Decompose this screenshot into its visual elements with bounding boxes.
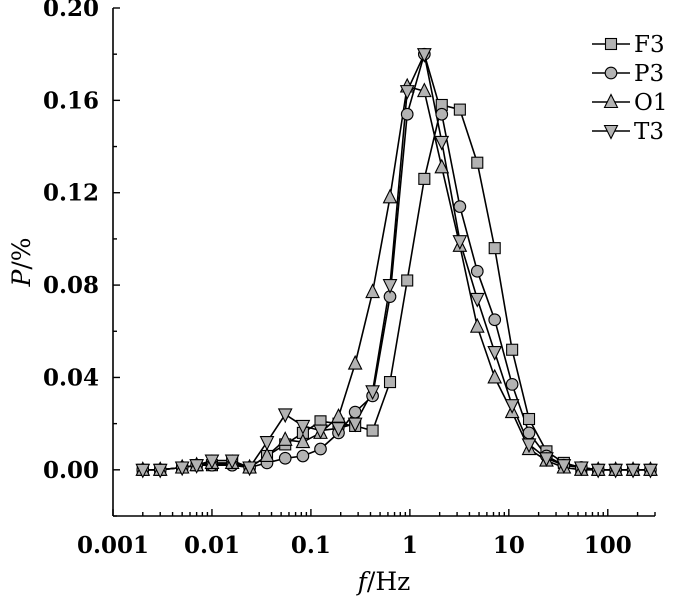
legend-marker-o1 [603, 93, 619, 109]
legend-label-p3: P3 [634, 61, 664, 87]
axes [112, 8, 655, 517]
legend: F3 P3 O1 T3 [592, 32, 668, 145]
legend-marker-f3 [604, 37, 618, 51]
point-t3 [189, 459, 205, 474]
point-t3 [347, 417, 363, 433]
x-tick-label: 0.001 [77, 532, 149, 559]
point-t3 [556, 459, 572, 474]
point-t3 [277, 408, 293, 424]
series-lines [142, 51, 651, 471]
point-t3 [573, 461, 589, 477]
point-f3 [453, 103, 466, 116]
point-t3 [365, 385, 380, 401]
legend-marker-t3 [603, 124, 619, 140]
y-tick-label: 0.20 [43, 0, 99, 22]
point-p3 [488, 313, 502, 327]
y-tick-label: 0.12 [43, 180, 99, 207]
axis-ticks [112, 7, 656, 517]
x-tick-label: 100 [584, 532, 632, 559]
point-t3 [487, 346, 503, 361]
point-o1 [382, 188, 398, 204]
point-p3 [296, 449, 310, 463]
point-f3 [506, 343, 519, 356]
point-t3 [295, 419, 311, 435]
point-t3 [608, 463, 624, 479]
point-t3 [625, 463, 641, 479]
point-f3 [471, 156, 484, 169]
series-line-p3 [142, 51, 651, 471]
point-f3 [383, 376, 397, 389]
legend-label-f3: F3 [634, 32, 665, 58]
y-tick-label: 0.04 [43, 364, 99, 391]
series-line-f3 [142, 104, 651, 471]
y-tick-label: 0.08 [43, 272, 99, 299]
point-t3 [313, 424, 328, 440]
x-tick-label: 10 [493, 532, 525, 559]
point-t3 [434, 135, 450, 151]
point-t3 [331, 422, 346, 437]
point-p3 [522, 426, 536, 440]
point-t3 [242, 461, 257, 477]
point-o1 [434, 158, 450, 174]
point-o1 [277, 431, 293, 446]
point-t3 [504, 399, 520, 414]
y-axis-title: P/% [7, 237, 36, 287]
series-line-o1 [142, 85, 651, 471]
point-o1 [295, 433, 311, 449]
point-p3 [505, 378, 519, 391]
legend-marker-p3 [604, 66, 618, 80]
point-t3 [382, 279, 398, 294]
y-axis-title-unit: /% [7, 237, 36, 269]
y-tick-label: 0.00 [43, 457, 99, 484]
point-o1 [347, 354, 363, 370]
legend-label-t3: T3 [634, 119, 664, 145]
point-f3 [401, 274, 414, 287]
point-t3 [452, 235, 468, 250]
point-f3 [488, 242, 501, 255]
x-axis-title-unit: /Hz [367, 567, 410, 596]
legend-label-o1: O1 [634, 90, 668, 116]
series-line-t3 [142, 51, 651, 471]
x-tick-label: 0.1 [291, 532, 331, 559]
point-t3 [174, 461, 190, 477]
point-t3 [135, 463, 151, 479]
point-t3 [399, 85, 415, 100]
y-axis-title-italic: P [7, 269, 36, 288]
point-t3 [590, 463, 606, 479]
point-f3 [418, 172, 431, 185]
point-p3 [400, 107, 414, 121]
point-f3 [366, 424, 379, 437]
point-p3 [348, 405, 362, 419]
point-t3 [521, 438, 537, 454]
point-o1 [259, 447, 275, 463]
point-t3 [643, 463, 658, 479]
series-markers [135, 47, 658, 479]
x-axis-title-italic: f [356, 567, 371, 596]
x-axis-title: f/Hz [356, 567, 411, 596]
point-t3 [259, 436, 275, 451]
point-t3 [224, 454, 240, 470]
x-tick-label: 1 [402, 532, 418, 559]
point-t3 [152, 463, 168, 479]
point-t3 [469, 292, 485, 308]
y-tick-label: 0.16 [43, 87, 99, 114]
point-o1 [365, 283, 380, 299]
point-o1 [331, 407, 346, 423]
point-o1 [469, 317, 485, 333]
x-tick-label: 0.01 [184, 532, 240, 559]
point-p3 [470, 264, 484, 278]
point-p3 [278, 451, 292, 465]
point-p3 [453, 200, 467, 213]
axis-tick-labels: 0.00 0.04 0.08 0.12 0.16 0.20 0.001 0.01 0.1 1 10 1… [43, 0, 632, 559]
point-t3 [416, 48, 432, 63]
point-o1 [487, 368, 503, 384]
point-p3 [435, 107, 449, 121]
point-f3 [522, 412, 536, 426]
point-p3 [314, 442, 327, 456]
point-t3 [539, 452, 554, 468]
point-t3 [204, 454, 220, 470]
point-o1 [416, 82, 432, 98]
